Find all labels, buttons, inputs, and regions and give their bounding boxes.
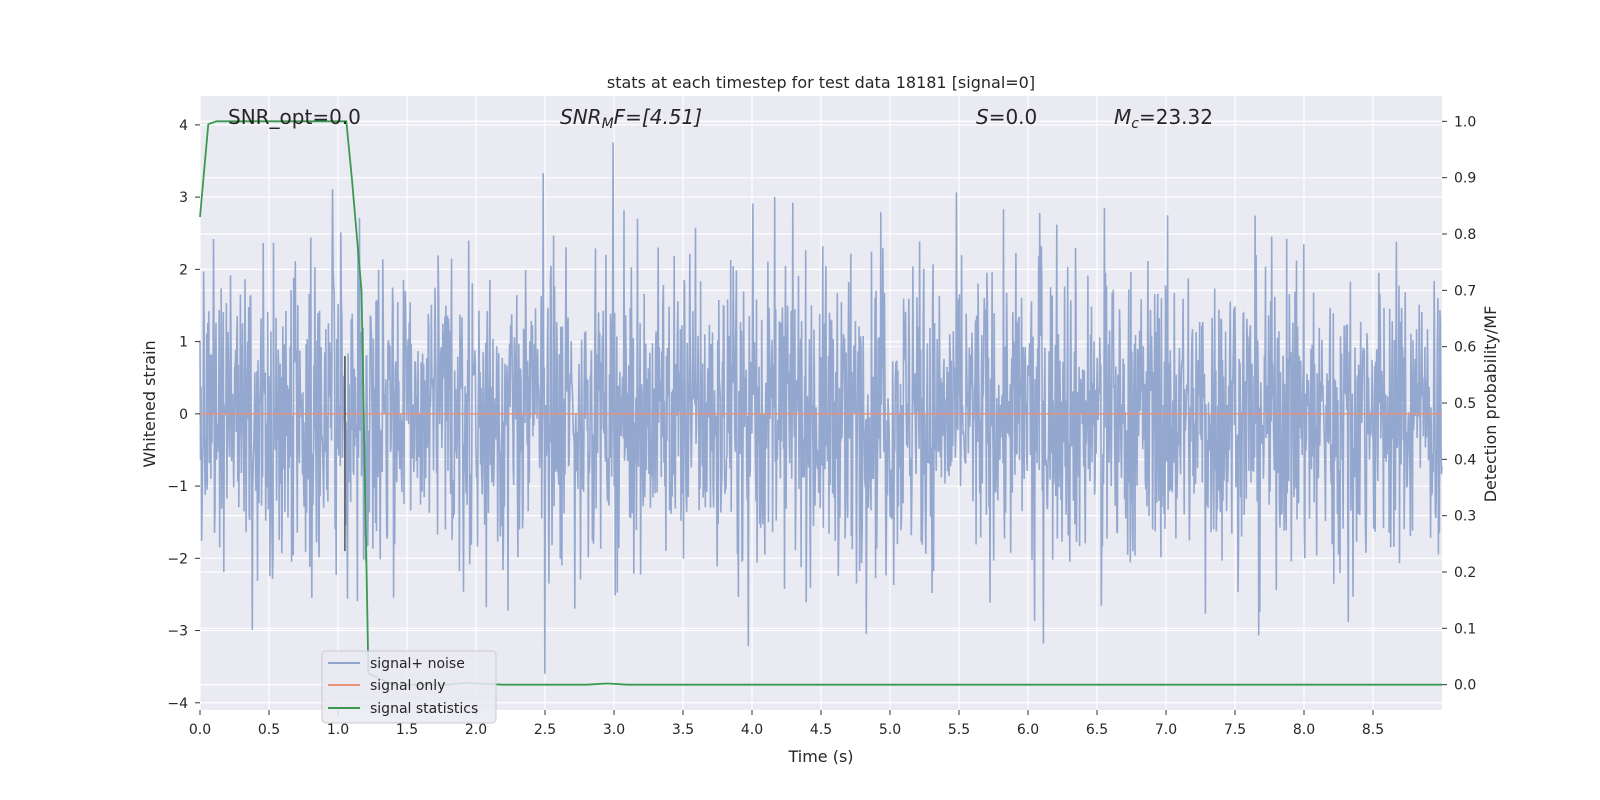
x-axis-label: Time (s) bbox=[787, 747, 853, 766]
y-tick-label: 2 bbox=[179, 262, 188, 278]
y-tick-label: 4 bbox=[179, 118, 188, 134]
annotation-snr-mf-rest: F=[4.51] bbox=[614, 105, 702, 129]
y2-tick-label: 0.2 bbox=[1454, 565, 1476, 581]
y2-tick-label: 0.4 bbox=[1454, 452, 1476, 468]
annotation-snr-mf-main: SNR bbox=[560, 105, 602, 129]
x-tick-label: 5.0 bbox=[879, 722, 901, 738]
y2-tick-label: 1.0 bbox=[1454, 114, 1476, 130]
legend-box bbox=[321, 650, 497, 724]
x-tick-label: 8.5 bbox=[1362, 722, 1384, 738]
y-tick-label: 3 bbox=[179, 190, 188, 206]
signal-noise-series bbox=[199, 142, 1443, 674]
y2-tick-label: 0.0 bbox=[1454, 678, 1476, 694]
x-tick-label: 1.5 bbox=[396, 722, 418, 738]
x-tick-label: 2.5 bbox=[534, 722, 556, 738]
y2-tick-label: 0.5 bbox=[1454, 396, 1476, 412]
x-tick-label: 4.0 bbox=[741, 722, 763, 738]
y2-tick-labels: 1.0 0.9 0.8 0.7 0.6 0.5 0.4 0.3 0.2 0.1 0.0 bbox=[1442, 114, 1476, 694]
x-tick-label: 0.5 bbox=[258, 722, 280, 738]
x-tick-label: 6.0 bbox=[1017, 722, 1039, 738]
x-tick-label: 7.5 bbox=[1224, 722, 1246, 738]
legend-label-signal-noise: signal+ noise bbox=[370, 656, 465, 672]
x-tick-label: 6.5 bbox=[1086, 722, 1108, 738]
annotation-mc-rest: =23.32 bbox=[1139, 105, 1213, 129]
annotation-s: S=0.0 bbox=[976, 105, 1037, 129]
y2-tick-label: 0.3 bbox=[1454, 509, 1476, 525]
annotation-snr-opt: SNR_opt=0.0 bbox=[228, 105, 361, 129]
y-tick-label: −1 bbox=[167, 479, 188, 495]
y-tick-label: −4 bbox=[167, 696, 188, 712]
y2-axis-label: Detection probability/MF bbox=[1481, 306, 1500, 503]
annotation-mc: Mc=23.32 bbox=[1114, 105, 1213, 132]
legend: signal+ noise signal only signal statist… bbox=[321, 650, 497, 724]
y2-tick-label: 0.8 bbox=[1454, 227, 1476, 243]
chart-title: stats at each timestep for test data 181… bbox=[607, 73, 1035, 92]
y-tick-labels: 4 3 2 1 0 −1 −2 −3 −4 bbox=[167, 118, 200, 712]
x-tick-label: 2.0 bbox=[465, 722, 487, 738]
x-tick-label: 3.0 bbox=[603, 722, 625, 738]
x-tick-label: 8.0 bbox=[1293, 722, 1315, 738]
y2-tick-label: 0.6 bbox=[1454, 340, 1476, 356]
x-tick-label: 1.0 bbox=[327, 722, 349, 738]
y-tick-label: −3 bbox=[167, 624, 188, 640]
annotation-s-main: S bbox=[976, 105, 989, 129]
x-tick-label: 7.0 bbox=[1155, 722, 1177, 738]
legend-label-signal-only: signal only bbox=[370, 678, 445, 694]
y-tick-label: −2 bbox=[167, 551, 188, 567]
annotation-mc-main: M bbox=[1114, 105, 1131, 129]
y-tick-label: 0 bbox=[179, 407, 188, 423]
annotation-snr-mf: SNRMF=[4.51] bbox=[560, 105, 702, 132]
x-tick-labels: 0.0 0.5 1.0 1.5 2.0 2.5 3.0 3.5 4.0 4.5 5.0 5.5 6.0 6… bbox=[189, 710, 1384, 738]
series-signal-noise bbox=[199, 142, 1443, 674]
x-tick-label: 5.5 bbox=[948, 722, 970, 738]
x-tick-label: 0.0 bbox=[189, 722, 211, 738]
annotation-mc-sub: c bbox=[1131, 116, 1139, 132]
y2-tick-label: 0.9 bbox=[1454, 171, 1476, 187]
x-tick-label: 4.5 bbox=[810, 722, 832, 738]
annotation-snr-mf-sub: M bbox=[602, 116, 614, 132]
y2-tick-label: 0.1 bbox=[1454, 621, 1476, 637]
y-axis-label: Whitened strain bbox=[140, 340, 159, 467]
x-tick-label: 3.5 bbox=[672, 722, 694, 738]
legend-label-signal-statistics: signal statistics bbox=[370, 701, 478, 717]
y2-tick-label: 0.7 bbox=[1454, 283, 1476, 299]
annotation-s-rest: =0.0 bbox=[989, 105, 1038, 129]
y-tick-label: 1 bbox=[179, 335, 188, 351]
